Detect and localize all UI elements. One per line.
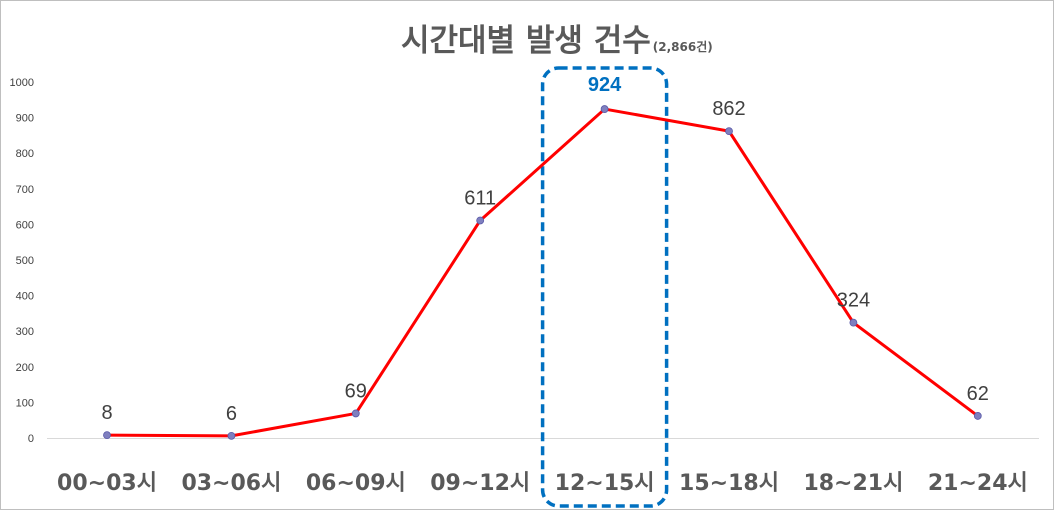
- x-tick-label: 03~06시: [181, 471, 281, 496]
- y-tick-label: 700: [16, 184, 34, 196]
- data-point: [476, 216, 485, 225]
- x-axis: 00~03시 03~06시 06~09시 09~12시 12~15시 15~18시 18~2…: [57, 471, 1028, 496]
- data-label: 924: [588, 74, 622, 96]
- highlight-box-layer: [540, 66, 669, 508]
- highlight-box: [540, 66, 669, 508]
- x-tick-label: 15~18시: [679, 471, 779, 496]
- data-label: 324: [837, 290, 870, 312]
- chart-title-main: 시간대별 발생 건수: [401, 23, 651, 59]
- data-point: [849, 318, 858, 327]
- y-tick-label: 1000: [10, 77, 34, 89]
- y-axis: 0 100 200 300 400 500 600 700 800 900 1000: [10, 77, 34, 445]
- x-tick-label: 00~03시: [57, 471, 157, 496]
- data-label: 862: [712, 98, 745, 120]
- data-labels: 8 6 69 611 924 862 324 62: [101, 74, 988, 425]
- series-line: [106, 107, 979, 438]
- data-label: 611: [464, 187, 496, 209]
- x-tick-label: 12~15시: [555, 471, 655, 496]
- y-tick-label: 0: [28, 433, 34, 445]
- y-tick-label: 200: [16, 362, 34, 374]
- y-tick-label: 800: [16, 148, 34, 160]
- data-label: 8: [101, 402, 112, 424]
- x-tick-label: 18~21시: [803, 471, 903, 496]
- chart-subtitle: (2,866건): [653, 39, 713, 54]
- y-tick-label: 600: [16, 219, 34, 231]
- data-point: [351, 409, 360, 418]
- y-tick-label: 300: [16, 326, 34, 338]
- y-tick-label: 100: [16, 397, 34, 409]
- data-label: 62: [967, 383, 989, 405]
- data-label: 69: [345, 380, 367, 402]
- x-tick-label: 09~12시: [430, 471, 530, 496]
- data-point: [600, 105, 609, 113]
- series-layer: [103, 105, 982, 440]
- data-point: [227, 431, 236, 440]
- y-tick-label: 400: [16, 291, 34, 303]
- data-label: 6: [226, 403, 237, 425]
- y-tick-label: 900: [16, 113, 34, 125]
- data-point: [725, 127, 733, 136]
- x-tick-label: 06~09시: [306, 471, 406, 496]
- data-point: [103, 431, 111, 440]
- y-tick-label: 500: [16, 255, 34, 267]
- chart-title: 시간대별 발생 건수 (2,866건): [401, 23, 713, 59]
- data-point: [973, 412, 982, 420]
- x-tick-label: 21~24시: [928, 471, 1028, 496]
